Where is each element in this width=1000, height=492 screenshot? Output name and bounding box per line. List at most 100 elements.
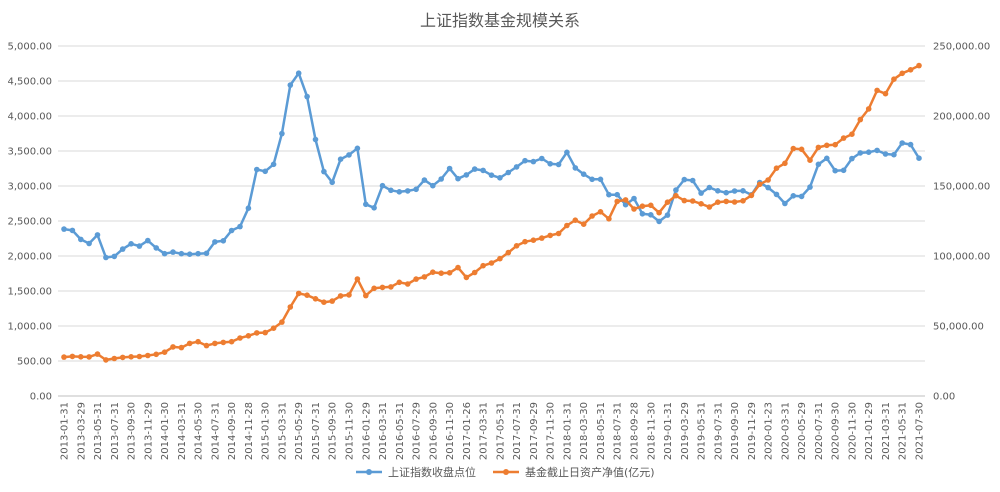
y-tick-label-left: 5,000.00 (7, 42, 52, 53)
data-point-1 (195, 250, 201, 257)
data-point-1 (689, 177, 696, 184)
x-axis: 2013-01-31 2013-03-29 2013-05-31 2013-07-31… (58, 395, 926, 460)
data-point-1 (354, 145, 361, 152)
data-point-2 (329, 298, 336, 304)
data-point-1 (312, 136, 319, 143)
data-point-1 (153, 245, 159, 251)
data-point-2 (195, 338, 201, 345)
data-point-1 (421, 177, 428, 183)
data-point-2 (262, 329, 269, 336)
x-tick-label: 2015-07-31 (311, 402, 322, 460)
data-point-1 (413, 186, 419, 193)
data-point-2 (673, 192, 679, 199)
data-point-2 (430, 269, 436, 276)
data-point-1 (664, 212, 671, 218)
data-point-1 (857, 150, 864, 156)
data-point-1 (790, 193, 797, 199)
left-y-axis: 0.00 500.00 1,000.00 1,500.00 2,000.00 2,500.… (7, 42, 52, 403)
data-point-1 (807, 184, 813, 190)
x-tick-label: 2015-01-30 (261, 402, 272, 460)
x-tick-label: 2021-03-31 (881, 402, 892, 460)
data-point-1 (522, 157, 528, 164)
data-point-1 (119, 246, 126, 252)
data-point-2 (849, 131, 855, 137)
data-point-2 (404, 281, 411, 287)
data-point-2 (237, 335, 243, 341)
data-point-2 (295, 290, 302, 297)
legend: 上证指数收盘点位 基金截止日资产净值(亿元) (356, 465, 655, 479)
data-point-1 (363, 201, 369, 208)
x-tick-label: 2015-09-30 (328, 402, 339, 460)
data-point-2 (497, 255, 503, 262)
x-tick-label: 2019-03-29 (680, 402, 691, 460)
data-point-2 (840, 135, 847, 141)
y-tick-label-left: 1,000.00 (7, 322, 52, 333)
data-point-1 (580, 171, 587, 177)
data-point-1 (606, 191, 612, 198)
data-point-2 (388, 284, 394, 290)
data-point-2 (522, 238, 528, 245)
data-point-1 (916, 155, 922, 161)
data-point-2 (622, 197, 629, 203)
data-point-2 (648, 202, 654, 209)
data-point-2 (865, 106, 872, 112)
data-point-1 (555, 161, 562, 168)
data-point-2 (178, 344, 185, 351)
data-point-2 (321, 299, 327, 306)
data-point-1 (907, 141, 914, 148)
data-point-2 (748, 192, 755, 199)
data-point-2 (161, 349, 168, 356)
data-point-1 (86, 240, 92, 247)
data-point-1 (446, 165, 453, 172)
y-tick-label-right: 200,000.00 (933, 112, 990, 123)
legend-marker-2 (503, 469, 509, 475)
series-layer (61, 62, 922, 363)
x-tick-label: 2017-07-31 (512, 402, 523, 460)
data-point-1 (891, 151, 897, 158)
data-point-2 (279, 319, 285, 325)
data-point-2 (572, 217, 579, 223)
data-point-1 (547, 161, 553, 167)
x-tick-label: 2014-05-30 (194, 402, 205, 460)
data-point-1 (94, 232, 101, 238)
data-point-2 (463, 274, 470, 281)
x-tick-label: 2016-01-29 (361, 402, 372, 460)
x-tick-label: 2015-05-29 (294, 402, 305, 460)
data-point-2 (530, 237, 537, 243)
x-tick-label: 2014-07-31 (210, 402, 221, 460)
x-tick-label: 2014-11-28 (244, 402, 255, 460)
data-point-2 (78, 354, 84, 360)
data-point-1 (279, 130, 285, 137)
data-point-1 (212, 239, 218, 245)
x-tick-label: 2018-05-31 (596, 402, 607, 460)
data-point-1 (396, 189, 403, 195)
data-point-2 (681, 197, 688, 204)
data-point-2 (756, 181, 763, 188)
data-point-1 (622, 201, 629, 208)
data-point-2 (103, 357, 109, 363)
data-point-2 (446, 270, 453, 276)
data-point-2 (145, 352, 151, 359)
data-point-2 (899, 70, 905, 77)
data-point-2 (782, 160, 788, 167)
x-tick-label: 2018-07-31 (613, 402, 624, 460)
chart-title: 上证指数基金规模关系 (420, 11, 580, 30)
data-point-1 (614, 191, 620, 198)
data-point-2 (740, 198, 746, 204)
data-point-2 (916, 62, 922, 69)
data-point-2 (698, 201, 704, 207)
data-point-1 (824, 155, 830, 162)
x-tick-label: 2020-09-30 (831, 402, 842, 460)
data-point-2 (220, 339, 227, 346)
x-tick-label: 2013-07-31 (110, 402, 121, 460)
data-point-1 (61, 226, 67, 232)
y-tick-label-right: 150,000.00 (933, 182, 990, 193)
data-point-1 (404, 188, 411, 194)
data-point-2 (379, 284, 386, 291)
data-point-1 (539, 155, 545, 162)
y-tick-label-left: 4,000.00 (7, 112, 52, 123)
data-point-1 (513, 164, 520, 170)
data-point-1 (698, 190, 704, 196)
data-point-1 (371, 205, 377, 211)
